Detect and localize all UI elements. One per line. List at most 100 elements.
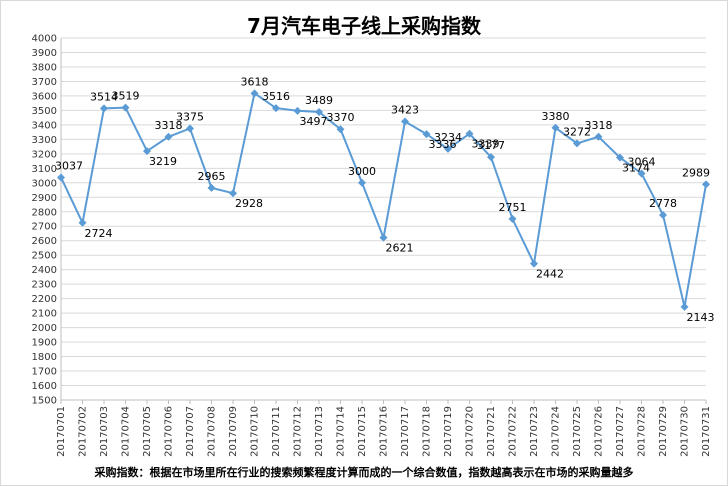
- data-label: 3318: [585, 119, 613, 132]
- data-point: [143, 147, 151, 156]
- y-tick-label: 3700: [32, 77, 57, 88]
- data-point: [573, 139, 581, 148]
- data-points: [57, 89, 710, 311]
- data-label: 3380: [542, 110, 570, 123]
- y-tick-label: 3200: [32, 149, 57, 160]
- data-label: 2621: [386, 242, 414, 255]
- data-point: [121, 103, 130, 112]
- data-point: [530, 259, 538, 268]
- x-tick-label: 20170701: [56, 406, 67, 457]
- y-tick-label: 3600: [32, 91, 57, 102]
- data-label: 3177: [477, 139, 505, 152]
- x-tick-label: 20170720: [465, 406, 476, 457]
- data-point: [594, 132, 603, 141]
- data-point: [465, 129, 474, 138]
- y-tick-label: 2700: [32, 222, 57, 233]
- y-tick-label: 3300: [32, 135, 57, 146]
- data-labels: 3037272435143519321933183375296529283618…: [55, 75, 715, 324]
- data-point: [100, 104, 108, 113]
- y-tick-label: 1600: [32, 381, 57, 392]
- y-tick-label: 3500: [32, 106, 57, 117]
- x-tick-label: 20170705: [142, 406, 153, 457]
- data-point: [422, 130, 431, 139]
- data-label: 3516: [262, 90, 290, 103]
- y-tick-label: 1500: [32, 396, 57, 407]
- y-tick-label: 3000: [32, 178, 57, 189]
- footnote: 采购指数：根据在市场里所在行业的搜索频繁程度计算而成的一个综合数值，指数越高表示…: [94, 466, 634, 479]
- grid-lines: [60, 37, 706, 401]
- x-tick-label: 20170723: [529, 406, 540, 457]
- data-label: 2989: [682, 166, 710, 179]
- data-label: 2778: [649, 197, 677, 210]
- x-tick-label: 20170702: [78, 406, 89, 457]
- y-tick-label: 3800: [32, 62, 57, 73]
- data-point: [401, 117, 409, 126]
- data-point: [250, 89, 259, 98]
- x-tick-label: 20170710: [250, 406, 261, 457]
- y-tick-label: 1900: [32, 338, 57, 349]
- x-tick-label: 20170709: [228, 406, 239, 457]
- x-tick-label: 20170716: [379, 406, 390, 457]
- data-label: 3037: [55, 159, 83, 172]
- data-point: [57, 173, 65, 182]
- data-label: 3000: [348, 165, 376, 178]
- data-point: [444, 144, 452, 153]
- data-point: [379, 233, 388, 242]
- data-point: [659, 210, 667, 219]
- data-point: [336, 125, 345, 134]
- data-label: 3272: [563, 125, 591, 138]
- data-label: 3339: [472, 138, 500, 151]
- data-point: [508, 214, 517, 223]
- data-point: [78, 218, 87, 227]
- x-tick-label: 20170725: [572, 406, 583, 457]
- data-label: 3219: [149, 155, 177, 168]
- y-tick-label: 3900: [32, 48, 57, 59]
- y-tick-label: 1800: [32, 352, 57, 363]
- x-tick-label: 20170731: [701, 406, 712, 457]
- data-point: [637, 169, 646, 178]
- data-label: 3375: [176, 111, 204, 124]
- y-tick-label: 2400: [32, 265, 57, 276]
- data-label: 3497: [300, 115, 328, 128]
- chart-title: 7月汽车电子线上采购指数: [247, 14, 481, 38]
- y-tick-label: 2600: [32, 236, 57, 247]
- data-label: 2143: [687, 311, 715, 324]
- y-tick-label: 2100: [32, 309, 57, 320]
- data-point: [702, 180, 710, 189]
- data-label: 2928: [235, 197, 263, 210]
- data-label: 2442: [536, 268, 564, 281]
- data-point: [186, 124, 194, 133]
- data-point: [293, 106, 302, 115]
- y-tick-label: 3400: [32, 120, 57, 131]
- data-point: [272, 104, 280, 113]
- y-tick-label: 3100: [32, 164, 57, 175]
- data-label: 3336: [429, 138, 457, 151]
- x-tick-label: 20170722: [508, 406, 519, 457]
- x-tick-label: 20170727: [615, 406, 626, 457]
- x-tick-label: 20170730: [680, 406, 691, 457]
- data-point: [315, 107, 323, 116]
- x-tick-label: 20170714: [336, 406, 347, 457]
- y-axis-ticks: 1500 1600 1700 1800 1900 2000 2100 2200 2300 2400…: [32, 34, 57, 407]
- x-tick-label: 20170724: [551, 406, 562, 457]
- data-point: [358, 178, 366, 187]
- x-tick-label: 20170719: [443, 406, 454, 457]
- y-tick-label: 2800: [32, 207, 57, 218]
- data-label: 3514: [90, 90, 118, 103]
- y-tick-label: 2000: [32, 323, 57, 334]
- x-tick-label: 20170704: [121, 406, 132, 457]
- data-label: 3489: [305, 94, 333, 107]
- x-tick-label: 20170713: [314, 406, 325, 457]
- data-label: 2751: [499, 201, 527, 214]
- x-tick-label: 20170712: [293, 406, 304, 457]
- x-tick-label: 20170729: [658, 406, 669, 457]
- data-label: 3064: [628, 156, 656, 169]
- data-point: [551, 123, 560, 132]
- x-tick-label: 20170721: [486, 406, 497, 457]
- x-tick-label: 20170707: [185, 406, 196, 457]
- x-tick-label: 20170715: [357, 406, 368, 457]
- x-tick-label: 20170706: [164, 406, 175, 457]
- y-tick-label: 2500: [32, 251, 57, 262]
- data-point: [164, 132, 173, 141]
- y-tick-label: 2900: [32, 193, 57, 204]
